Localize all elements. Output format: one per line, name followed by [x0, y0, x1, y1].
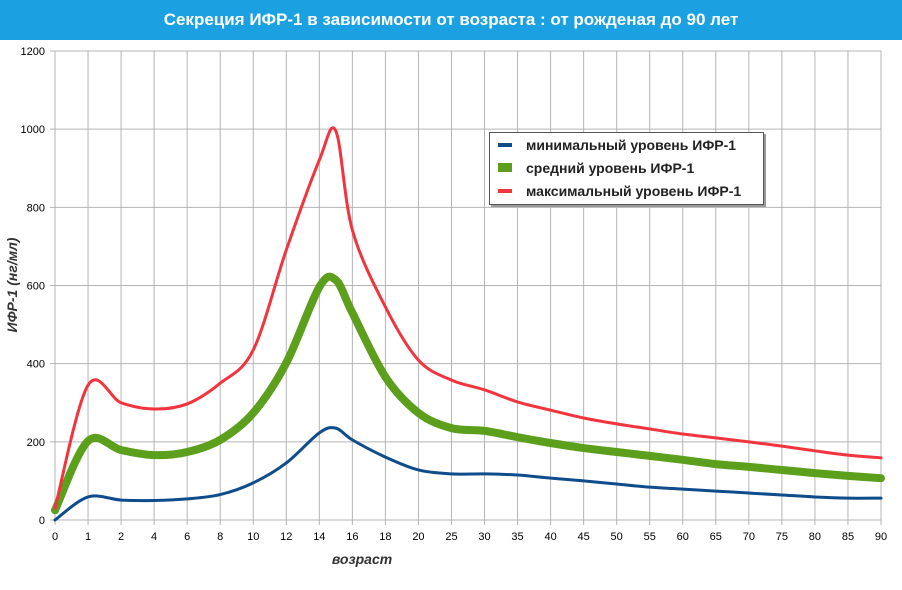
x-tick-label: 2	[118, 531, 124, 543]
y-tick-label: 400	[27, 359, 45, 371]
x-tick-label: 85	[842, 531, 854, 543]
axes: 0 1 2 4 6 8 10 12 14 16 18 20 25 30 35 40 45 50 55 60 65 70 75…	[21, 46, 888, 543]
x-tick-label: 4	[151, 531, 157, 543]
legend: минимальный уровень ИФР-1 средний уровен…	[489, 132, 764, 205]
x-tick-label: 50	[611, 531, 623, 543]
legend-item-max: максимальный уровень ИФР-1	[490, 179, 763, 202]
x-tick-label: 0	[52, 531, 58, 543]
x-tick-label: 65	[710, 531, 722, 543]
chart-title: Секреция ИФР-1 в зависимости от возраста…	[0, 0, 902, 40]
y-axis-label: ИФР-1 (нг/мл)	[4, 237, 20, 332]
series-line-mean	[51, 272, 885, 515]
legend-label: средний уровень ИФР-1	[526, 159, 695, 176]
y-tick-label: 800	[27, 202, 45, 214]
legend-swatch-mean	[498, 163, 512, 172]
y-tick-label: 0	[39, 515, 45, 527]
legend-item-min: минимальный уровень ИФР-1	[490, 133, 763, 156]
x-tick-label: 90	[875, 531, 887, 543]
y-tick-label: 1000	[21, 124, 45, 136]
x-tick-label: 20	[412, 531, 424, 543]
x-tick-label: 60	[677, 531, 689, 543]
legend-swatch-max	[498, 188, 512, 193]
legend-label: максимальный уровень ИФР-1	[526, 182, 742, 199]
x-tick-label: 75	[776, 531, 788, 543]
x-tick-label: 55	[644, 531, 656, 543]
x-tick-label: 25	[445, 531, 457, 543]
y-tick-label: 600	[27, 281, 45, 293]
x-tick-label: 45	[578, 531, 590, 543]
x-tick-label: 8	[217, 531, 223, 543]
x-tick-label: 1	[85, 531, 91, 543]
x-tick-label: 30	[478, 531, 490, 543]
x-tick-label: 10	[247, 531, 259, 543]
x-tick-label: 40	[544, 531, 556, 543]
series-line-min	[53, 426, 883, 522]
x-tick-label: 18	[379, 531, 391, 543]
grid	[50, 50, 882, 521]
legend-item-mean: средний уровень ИФР-1	[490, 156, 763, 179]
x-tick-label: 6	[184, 531, 190, 543]
series-line-max	[53, 126, 883, 510]
y-tick-label: 1200	[21, 46, 45, 58]
series-lines	[51, 126, 885, 522]
x-tick-label: 16	[346, 531, 358, 543]
x-tick-label: 35	[511, 531, 523, 543]
y-tick-label: 200	[27, 437, 45, 449]
x-tick-label: 14	[313, 531, 325, 543]
legend-label: минимальный уровень ИФР-1	[526, 136, 737, 153]
x-tick-label: 70	[743, 531, 755, 543]
x-axis-label: возраст	[332, 551, 392, 567]
x-tick-label: 12	[280, 531, 292, 543]
x-tick-label: 80	[809, 531, 821, 543]
legend-swatch-min	[498, 142, 512, 147]
